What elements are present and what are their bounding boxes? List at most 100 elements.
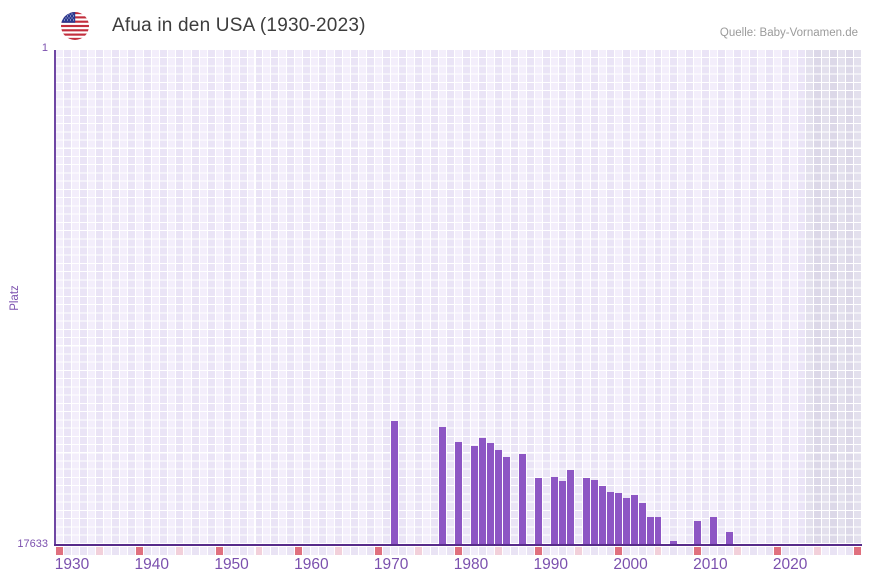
year-column	[287, 50, 295, 544]
year-column	[702, 50, 710, 544]
strip-cell	[598, 547, 606, 555]
strip-cell	[550, 547, 558, 555]
year-column	[718, 50, 726, 544]
year-column	[590, 50, 598, 544]
year-column	[271, 50, 279, 544]
strip-cell	[830, 547, 838, 555]
year-column	[742, 50, 750, 544]
year-column	[758, 50, 766, 544]
strip-cell	[646, 547, 654, 555]
strip-cell	[63, 547, 71, 555]
year-column	[407, 50, 415, 544]
strip-cell	[343, 547, 351, 555]
year-column	[279, 50, 287, 544]
us-flag-icon	[61, 12, 89, 40]
page-title: Afua in den USA (1930-2023)	[112, 15, 366, 36]
year-column	[478, 50, 486, 544]
strip-cell	[351, 547, 359, 555]
strip-cell	[718, 547, 726, 555]
year-column	[399, 50, 407, 544]
year-column	[135, 50, 143, 544]
strip-cell	[678, 547, 686, 555]
decade-marker-pink	[814, 547, 822, 555]
decade-marker-pink	[255, 547, 263, 555]
year-column	[391, 50, 399, 544]
x-tick-label-2000: 2000	[613, 556, 648, 573]
strip-cell	[431, 547, 439, 555]
strip-cell	[582, 547, 590, 555]
strip-cell	[367, 547, 375, 555]
strip-cell	[383, 547, 391, 555]
x-tick-label-1990: 1990	[533, 556, 569, 573]
strip-cell	[183, 547, 191, 555]
strip-cell	[239, 547, 247, 555]
year-column	[383, 50, 391, 544]
strip-cell	[638, 547, 646, 555]
decade-marker-red	[534, 547, 542, 555]
year-column	[447, 50, 454, 544]
strip-cell	[423, 547, 431, 555]
decade-marker-pink	[574, 547, 582, 555]
strip-cell	[271, 547, 279, 555]
decade-marker-pink	[734, 547, 742, 555]
decade-marker-pink	[175, 547, 183, 555]
strip-cell	[766, 547, 774, 555]
decade-marker-pink	[95, 547, 103, 555]
year-column	[231, 50, 239, 544]
decade-marker-red	[774, 547, 782, 555]
strip-cell	[846, 547, 853, 555]
strip-cell	[486, 547, 494, 555]
year-column	[415, 50, 423, 544]
year-column	[726, 50, 734, 544]
year-column	[431, 50, 439, 544]
year-column	[255, 50, 263, 544]
strip-cell	[119, 547, 127, 555]
strip-cell	[127, 547, 135, 555]
year-column	[846, 50, 853, 544]
strip-cell	[606, 547, 614, 555]
strip-cell	[327, 547, 335, 555]
decade-marker-red	[455, 547, 462, 555]
strip-cell	[750, 547, 758, 555]
year-column	[87, 50, 95, 544]
year-column	[646, 50, 654, 544]
y-axis-title: Platz	[9, 285, 21, 311]
strip-cell	[359, 547, 367, 555]
strip-cell	[838, 547, 846, 555]
strip-cell	[231, 547, 239, 555]
year-column	[518, 50, 526, 544]
x-axis-labels: 1930 1940 1950 1960 1970 1980 1990 2000 2010 2020	[55, 556, 862, 578]
strip-cell	[223, 547, 231, 555]
x-tick-label-2020: 2020	[772, 556, 808, 573]
year-column	[79, 50, 87, 544]
year-column	[694, 50, 702, 544]
year-column	[63, 50, 71, 544]
strip-cell	[702, 547, 710, 555]
year-column	[622, 50, 630, 544]
year-column	[582, 50, 590, 544]
strip-cell	[630, 547, 638, 555]
year-column	[247, 50, 255, 544]
year-column	[678, 50, 686, 544]
y-tick-top: 1	[41, 42, 48, 54]
decade-marker-red	[375, 547, 383, 555]
year-column	[71, 50, 79, 544]
year-column	[56, 50, 63, 544]
strip-cell	[207, 547, 215, 555]
decade-marker-red	[854, 547, 861, 555]
year-column	[662, 50, 670, 544]
strip-cell	[287, 547, 295, 555]
decade-marker-pink	[654, 547, 662, 555]
strip-cell	[247, 547, 255, 555]
strip-cell	[79, 547, 87, 555]
strip-cell	[558, 547, 566, 555]
strip-cell	[319, 547, 327, 555]
year-column	[223, 50, 231, 544]
year-column	[486, 50, 494, 544]
strip-cell	[566, 547, 574, 555]
year-column	[638, 50, 646, 544]
strip-cell	[279, 547, 287, 555]
year-column	[335, 50, 343, 544]
year-column	[838, 50, 846, 544]
